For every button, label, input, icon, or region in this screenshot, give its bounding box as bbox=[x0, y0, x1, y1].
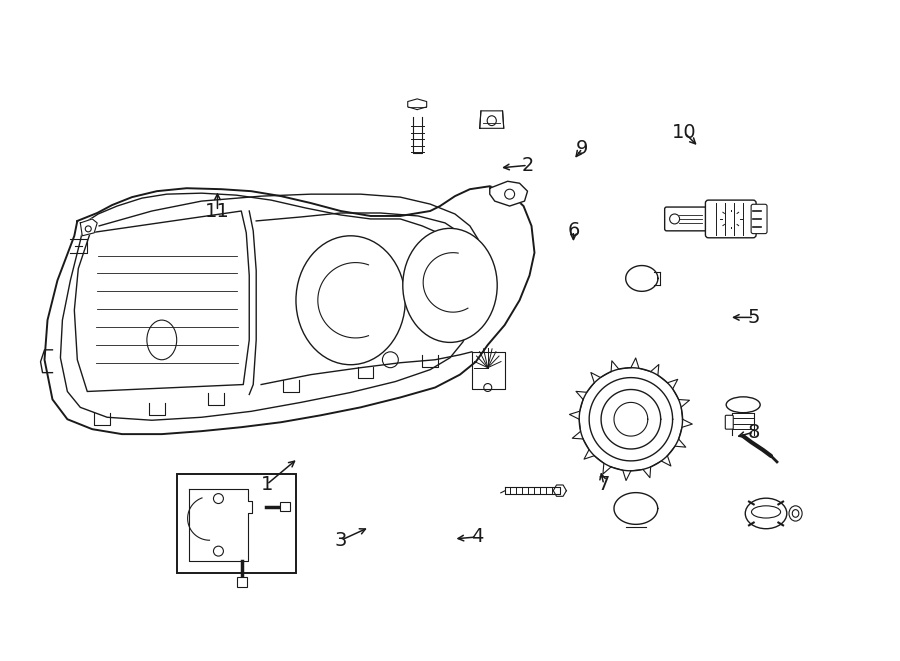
Text: 6: 6 bbox=[567, 221, 580, 241]
Polygon shape bbox=[554, 485, 566, 496]
Polygon shape bbox=[570, 399, 583, 419]
Text: 4: 4 bbox=[471, 527, 483, 547]
Polygon shape bbox=[611, 467, 631, 481]
Polygon shape bbox=[80, 219, 97, 236]
Bar bbox=[280, 502, 290, 512]
Polygon shape bbox=[583, 439, 594, 459]
FancyBboxPatch shape bbox=[706, 200, 756, 238]
Ellipse shape bbox=[752, 506, 780, 518]
Ellipse shape bbox=[726, 397, 760, 412]
Text: 7: 7 bbox=[598, 475, 610, 494]
Text: 10: 10 bbox=[672, 123, 697, 142]
Polygon shape bbox=[651, 455, 670, 467]
Polygon shape bbox=[626, 266, 658, 292]
Polygon shape bbox=[480, 111, 504, 128]
Ellipse shape bbox=[789, 506, 802, 521]
Polygon shape bbox=[611, 361, 631, 371]
Polygon shape bbox=[614, 492, 658, 524]
Polygon shape bbox=[631, 467, 651, 478]
Polygon shape bbox=[594, 455, 611, 474]
Text: 1: 1 bbox=[260, 475, 273, 494]
Bar bbox=[238, 577, 248, 587]
Text: 8: 8 bbox=[748, 422, 760, 442]
Ellipse shape bbox=[403, 228, 497, 342]
Polygon shape bbox=[631, 358, 651, 371]
Text: 5: 5 bbox=[748, 308, 760, 327]
Polygon shape bbox=[668, 439, 686, 455]
Polygon shape bbox=[189, 488, 252, 561]
Polygon shape bbox=[44, 186, 535, 434]
Polygon shape bbox=[505, 487, 559, 494]
Polygon shape bbox=[679, 399, 689, 419]
FancyBboxPatch shape bbox=[752, 204, 767, 233]
Polygon shape bbox=[668, 379, 679, 399]
Polygon shape bbox=[601, 389, 661, 449]
Polygon shape bbox=[408, 99, 427, 110]
Ellipse shape bbox=[296, 236, 405, 365]
Polygon shape bbox=[576, 383, 594, 399]
Polygon shape bbox=[651, 364, 668, 383]
Polygon shape bbox=[490, 181, 527, 206]
Polygon shape bbox=[75, 211, 249, 391]
Text: 11: 11 bbox=[205, 202, 230, 221]
Text: 3: 3 bbox=[335, 531, 347, 550]
Text: 2: 2 bbox=[522, 156, 534, 175]
Bar bbox=[176, 474, 296, 573]
FancyBboxPatch shape bbox=[725, 415, 734, 429]
Text: 9: 9 bbox=[576, 139, 589, 158]
Polygon shape bbox=[591, 371, 611, 383]
FancyBboxPatch shape bbox=[665, 207, 710, 231]
Polygon shape bbox=[572, 419, 583, 439]
Polygon shape bbox=[679, 419, 692, 439]
Ellipse shape bbox=[745, 498, 787, 529]
